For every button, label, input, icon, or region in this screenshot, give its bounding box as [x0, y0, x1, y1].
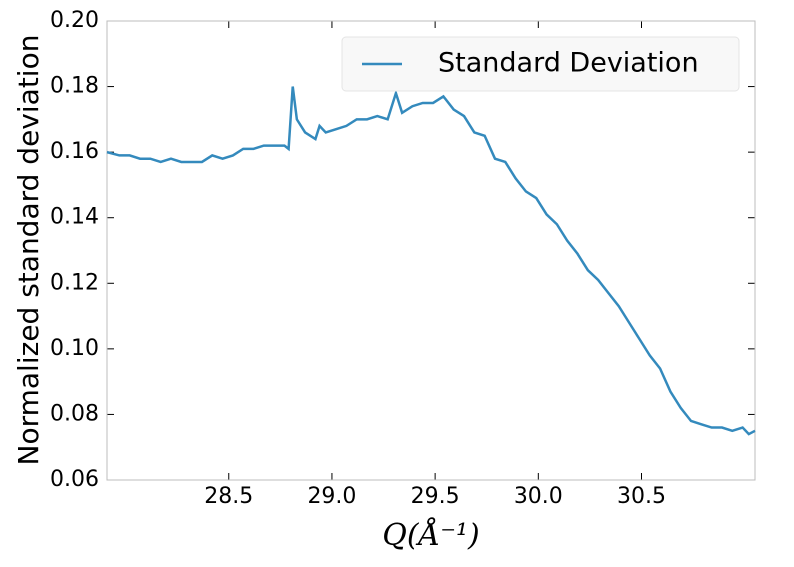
y-tick-label: 0.10 — [50, 336, 99, 361]
y-tick-label: 0.14 — [50, 205, 99, 230]
x-tick-label: 29.0 — [307, 484, 356, 509]
x-tick-label: 28.5 — [204, 484, 253, 509]
y-tick-label: 0.06 — [50, 467, 99, 492]
x-tick-label: 30.0 — [514, 484, 563, 509]
y-tick-label: 0.08 — [50, 401, 99, 426]
y-axis-label: Normalized standard deviation — [12, 35, 45, 466]
data-line — [106, 86, 756, 436]
legend-box — [341, 36, 740, 92]
y-tick-label: 0.18 — [50, 74, 99, 99]
x-tick-label: 30.5 — [617, 484, 666, 509]
y-tick-label: 0.20 — [50, 8, 99, 33]
x-tick-label: 29.5 — [411, 484, 460, 509]
y-tick-label: 0.16 — [50, 139, 99, 164]
x-axis-label: Q(Å⁻¹) — [382, 517, 480, 553]
plot-frame — [106, 20, 756, 481]
y-tick-label: 0.12 — [50, 270, 99, 295]
legend-label: Standard Deviation — [438, 48, 699, 79]
